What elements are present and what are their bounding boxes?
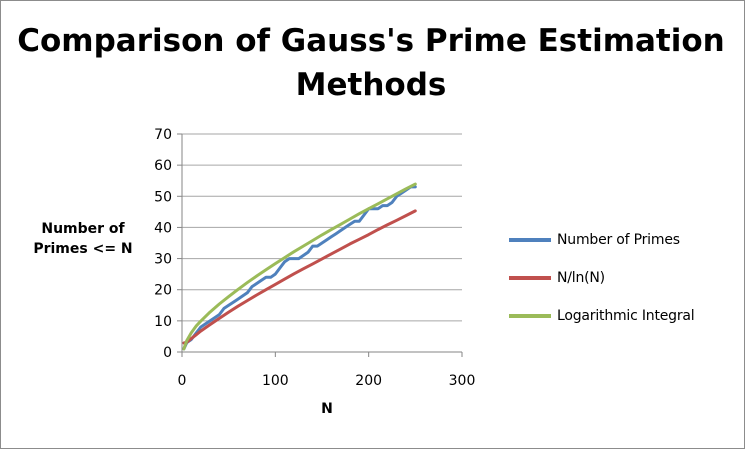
tick-labels: 0 10 20 30 40 50 60 70 0 100 200 300 xyxy=(154,127,475,389)
x-tick-label: 100 xyxy=(262,373,289,389)
axes xyxy=(177,133,463,357)
legend-swatch xyxy=(509,276,551,280)
y-tick-label: 40 xyxy=(154,220,172,236)
legend-swatch xyxy=(509,238,551,242)
series-line-logarithmic-integral xyxy=(182,182,417,351)
legend-item: N/ln(N) xyxy=(509,269,694,287)
series-line-number-of-primes xyxy=(182,185,417,351)
x-tick-label: 200 xyxy=(355,373,382,389)
legend-item: Number of Primes xyxy=(509,231,694,249)
y-tick-label: 0 xyxy=(163,345,172,361)
series-line-n-ln-n xyxy=(182,209,417,345)
legend: Number of Primes N/ln(N) Logarithmic Integ… xyxy=(509,231,695,345)
y-tick-label: 60 xyxy=(154,158,172,174)
legend-item: Logarithmic Integral xyxy=(509,307,695,325)
chart-title: Comparison of Gauss's Prime Estimation M… xyxy=(17,23,725,103)
y-axis-label: Number of Primes <= N xyxy=(33,221,133,257)
y-tick-label: 20 xyxy=(154,283,172,299)
x-tick-label: 0 xyxy=(178,373,187,389)
legend-label: Number of Primes xyxy=(557,232,680,248)
x-axis-label: N xyxy=(321,401,333,417)
legend-label: Logarithmic Integral xyxy=(557,308,695,324)
y-tick-label: 30 xyxy=(154,252,172,268)
x-tick-label: 300 xyxy=(449,373,476,389)
y-tick-label: 10 xyxy=(154,314,172,330)
y-tick-label: 70 xyxy=(154,127,172,143)
gridlines xyxy=(182,133,462,322)
y-tick-label: 50 xyxy=(154,189,172,205)
legend-swatch xyxy=(509,314,551,318)
legend-label: N/ln(N) xyxy=(557,270,605,286)
series-layer xyxy=(182,182,417,351)
